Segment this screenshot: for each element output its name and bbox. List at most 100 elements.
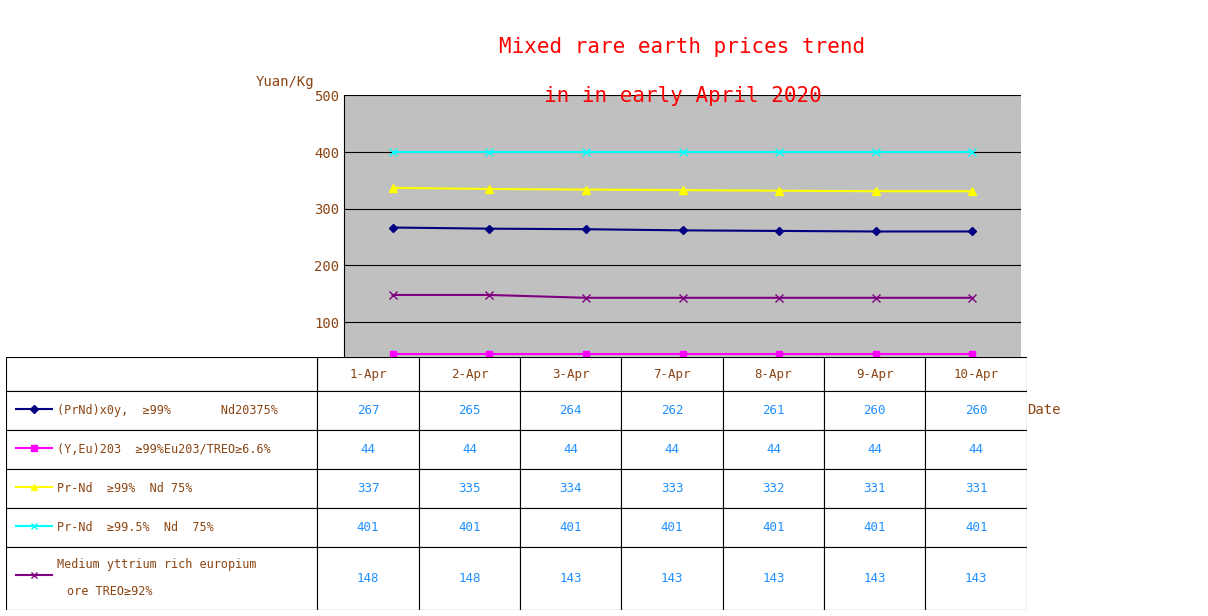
Bar [6,508,318,548]
Text: 260: 260 [864,404,885,417]
Bar [521,430,621,469]
Text: 332: 332 [762,482,785,495]
Text: 267: 267 [356,404,379,417]
Text: 401: 401 [661,521,684,534]
Text: 143: 143 [559,572,582,585]
Text: 2-Apr: 2-Apr [451,368,488,381]
Text: 265: 265 [458,404,481,417]
Text: 264: 264 [559,404,582,417]
Bar [722,548,824,610]
Bar [318,391,419,430]
Text: 44: 44 [766,444,780,456]
Text: 10-Apr: 10-Apr [953,368,999,381]
Bar [925,469,1027,508]
Text: 1-Apr: 1-Apr [349,368,387,381]
Bar [824,548,925,610]
Text: 331: 331 [965,482,987,495]
Bar [521,548,621,610]
Bar [621,469,722,508]
Text: 44: 44 [360,444,376,456]
Bar [6,430,318,469]
Bar [521,357,621,391]
Text: 401: 401 [864,521,885,534]
Bar [419,391,521,430]
Bar [318,508,419,548]
Bar [419,469,521,508]
Text: 44: 44 [461,444,477,456]
Bar [521,391,621,430]
Bar [824,430,925,469]
Text: 260: 260 [965,404,987,417]
Bar [824,469,925,508]
Text: Yuan/Kg: Yuan/Kg [255,75,314,89]
Bar [925,548,1027,610]
Text: 9-Apr: 9-Apr [856,368,894,381]
Bar [925,391,1027,430]
Bar [318,548,419,610]
Text: 44: 44 [969,444,983,456]
Bar [722,391,824,430]
Text: 44: 44 [867,444,882,456]
Text: 44: 44 [563,444,579,456]
Text: 401: 401 [559,521,582,534]
Bar [419,548,521,610]
Text: 7-Apr: 7-Apr [654,368,691,381]
Bar [722,469,824,508]
Text: 143: 143 [661,572,684,585]
Bar [521,508,621,548]
Bar [6,469,318,508]
Bar [722,430,824,469]
Text: 401: 401 [762,521,785,534]
Bar [824,391,925,430]
Bar [419,508,521,548]
Text: 401: 401 [356,521,379,534]
Bar [722,508,824,548]
Text: 401: 401 [965,521,987,534]
Bar [6,548,318,610]
Text: 262: 262 [661,404,684,417]
Bar [6,357,318,391]
Bar [824,357,925,391]
Text: 334: 334 [559,482,582,495]
Text: 401: 401 [458,521,481,534]
Text: 3-Apr: 3-Apr [552,368,590,381]
Text: 143: 143 [864,572,885,585]
Bar [925,430,1027,469]
Text: 8-Apr: 8-Apr [755,368,792,381]
Bar [621,357,722,391]
Text: (Y,Eu)203  ≥99%Eu203/TREO≥6.6%: (Y,Eu)203 ≥99%Eu203/TREO≥6.6% [57,444,271,456]
Text: Date: Date [1027,403,1061,418]
Text: Pr-Nd  ≥99%  Nd 75%: Pr-Nd ≥99% Nd 75% [57,482,192,495]
Text: ore TREO≥92%: ore TREO≥92% [68,585,152,598]
Bar [6,391,318,430]
Text: 261: 261 [762,404,785,417]
Bar [925,357,1027,391]
Bar [419,357,521,391]
Bar [824,508,925,548]
Text: 143: 143 [762,572,785,585]
Bar [318,430,419,469]
Text: 148: 148 [458,572,481,585]
Bar [318,469,419,508]
Text: Medium yttrium rich europium: Medium yttrium rich europium [57,558,256,572]
Text: Pr-Nd  ≥99.5%  Nd  75%: Pr-Nd ≥99.5% Nd 75% [57,521,214,534]
Text: 337: 337 [356,482,379,495]
Text: 44: 44 [664,444,680,456]
Text: Mixed rare earth prices trend: Mixed rare earth prices trend [499,37,866,57]
Text: (PrNd)x0y,  ≥99%       Nd20375%: (PrNd)x0y, ≥99% Nd20375% [57,404,278,417]
Text: 143: 143 [965,572,987,585]
Bar [621,430,722,469]
Bar [621,548,722,610]
Bar [419,430,521,469]
Text: 335: 335 [458,482,481,495]
Bar [521,469,621,508]
Bar [621,391,722,430]
Bar [621,508,722,548]
Text: 148: 148 [356,572,379,585]
Bar [318,357,419,391]
Bar [722,357,824,391]
Bar [925,508,1027,548]
Text: 331: 331 [864,482,885,495]
Text: 333: 333 [661,482,684,495]
Text: in in early April 2020: in in early April 2020 [544,86,821,106]
